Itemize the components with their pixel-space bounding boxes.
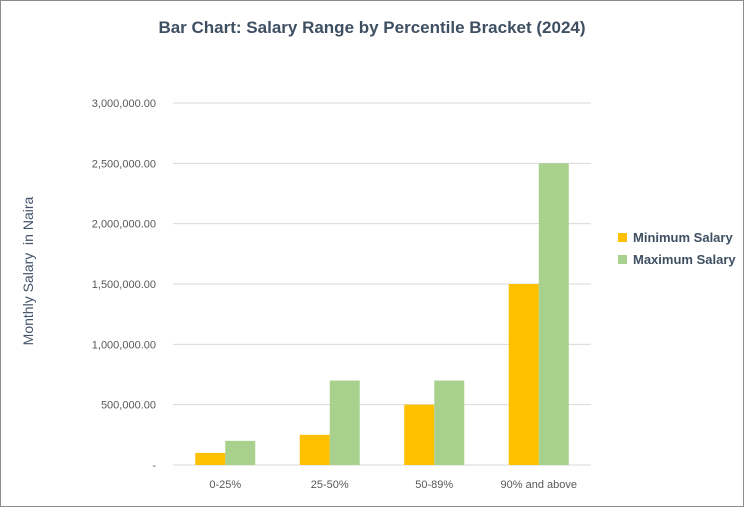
y-tick-label: 3,000,000.00 <box>92 98 156 110</box>
bar-maximum-1 <box>329 380 360 465</box>
y-tick-labels: - 500,000.00 1,000,000.00 1,500,000.00 2,000… <box>92 98 157 472</box>
legend-swatch-minimum <box>618 232 627 242</box>
bar-minimum-0 <box>195 452 226 465</box>
legend-swatch-maximum <box>618 254 627 264</box>
bar-minimum-2 <box>404 404 435 465</box>
bar-maximum-0 <box>225 440 256 465</box>
legend-label-maximum: Maximum Salary <box>633 251 736 267</box>
x-tick-label: 50-89% <box>415 479 453 491</box>
y-tick-label: 1,500,000.00 <box>92 279 156 291</box>
x-tick-label: 0-25% <box>209 479 241 491</box>
x-tick-label: 90% and above <box>501 479 577 491</box>
y-tick-label: 2,500,000.00 <box>92 158 156 170</box>
y-tick-label: - <box>152 460 156 472</box>
legend: Minimum Salary Maximum Salary <box>618 226 736 270</box>
bar-minimum-3 <box>508 284 539 465</box>
bar-minimum-1 <box>299 434 330 465</box>
y-tick-label: 2,000,000.00 <box>92 219 156 231</box>
bars <box>195 163 569 466</box>
legend-item-minimum: Minimum Salary <box>618 226 736 248</box>
legend-item-maximum: Maximum Salary <box>618 248 736 270</box>
y-tick-label: 500,000.00 <box>101 400 156 412</box>
chart-title: Bar Chart: Salary Range by Percentile Br… <box>158 18 586 37</box>
bar-maximum-2 <box>434 380 465 465</box>
x-tick-label: 25-50% <box>311 479 349 491</box>
bar-maximum-3 <box>538 163 569 466</box>
y-tick-label: 1,000,000.00 <box>92 339 156 351</box>
legend-label-minimum: Minimum Salary <box>633 229 733 245</box>
x-tick-labels: 0-25% 25-50% 50-89% 90% and above <box>209 479 577 491</box>
